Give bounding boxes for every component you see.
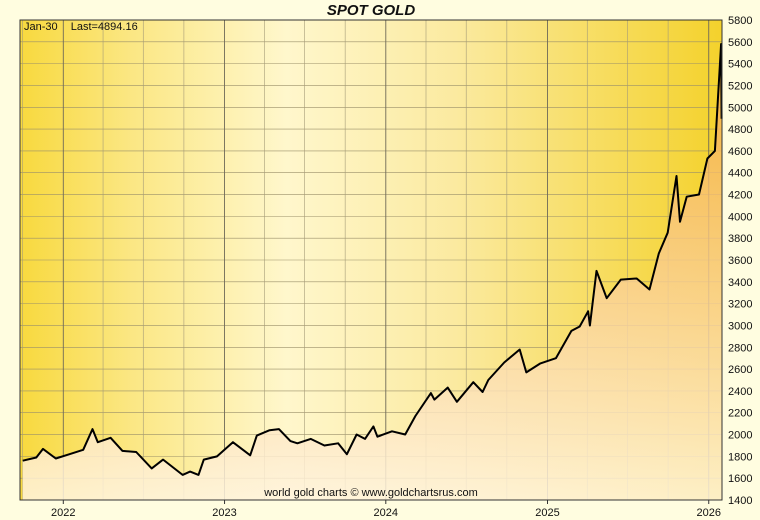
y-tick-label: 4800 bbox=[728, 124, 752, 136]
y-tick-label: 4400 bbox=[728, 168, 752, 180]
x-tick-label: 2023 bbox=[212, 507, 236, 519]
price-line bbox=[22, 43, 723, 476]
y-tick-label: 3800 bbox=[728, 233, 752, 245]
x-tick-label: 2022 bbox=[51, 507, 75, 519]
x-tick-label: 2026 bbox=[697, 507, 721, 519]
price-area-fill bbox=[22, 44, 722, 500]
y-tick-label: 2200 bbox=[728, 408, 752, 420]
y-tick-label: 2000 bbox=[728, 430, 752, 442]
x-tick-label: 2025 bbox=[535, 507, 559, 519]
y-tick-label: 2600 bbox=[728, 364, 752, 376]
y-tick-label: 5800 bbox=[728, 15, 752, 27]
y-tick-label: 2800 bbox=[728, 342, 752, 354]
y-tick-label: 5400 bbox=[728, 59, 752, 71]
y-tick-label: 3000 bbox=[728, 320, 752, 332]
plot-frame bbox=[19, 19, 723, 501]
y-tick-label: 1800 bbox=[728, 451, 752, 463]
y-tick-label: 5000 bbox=[728, 102, 752, 114]
y-tick-label: 4200 bbox=[728, 190, 752, 202]
y-tick-label: 1400 bbox=[728, 495, 752, 507]
price-info: Jan-30 Last=4894.16 bbox=[24, 21, 148, 33]
x-tick-label: 2024 bbox=[374, 507, 398, 519]
y-tick-label: 4000 bbox=[728, 211, 752, 223]
chart-title: SPOT GOLD bbox=[326, 2, 416, 19]
last-date: Jan-30 bbox=[24, 21, 58, 33]
watermark: world gold charts © www.goldchartsrus.co… bbox=[264, 487, 478, 499]
y-tick-label: 4600 bbox=[728, 146, 752, 158]
y-tick-label: 1600 bbox=[728, 473, 752, 485]
y-tick-label: 2400 bbox=[728, 386, 752, 398]
y-tick-label: 3400 bbox=[728, 277, 752, 289]
y-tick-label: 3600 bbox=[728, 255, 752, 267]
last-value: Last=4894.16 bbox=[70, 21, 138, 33]
y-tick-label: 3200 bbox=[728, 299, 752, 311]
y-tick-label: 5200 bbox=[728, 80, 752, 92]
y-tick-label: 5600 bbox=[728, 37, 752, 49]
x-axis: 2022 2023 2024 2025 2026 bbox=[51, 500, 721, 519]
y-axis: 1400 1600 1800 2000 2200 2400 2600 2800 3000 3200… bbox=[728, 15, 752, 507]
